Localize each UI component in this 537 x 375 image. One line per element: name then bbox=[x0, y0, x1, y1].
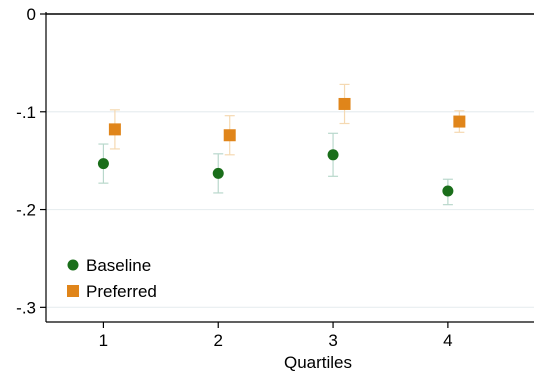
x-tick-label: 4 bbox=[443, 331, 452, 350]
y-tick-label: -.3 bbox=[16, 298, 36, 317]
x-axis-title: Quartiles bbox=[284, 353, 352, 372]
axes bbox=[40, 12, 534, 328]
y-tick-label: -.2 bbox=[16, 201, 36, 220]
y-tick-label: 0 bbox=[27, 5, 36, 24]
legend-label-baseline: Baseline bbox=[86, 256, 151, 275]
y-tick-label: -.1 bbox=[16, 103, 36, 122]
gridlines bbox=[46, 111, 534, 308]
x-tick-label: 3 bbox=[328, 331, 337, 350]
data-markers bbox=[97, 97, 466, 197]
legend-marker-baseline bbox=[67, 259, 79, 271]
x-tick-label: 1 bbox=[99, 331, 108, 350]
legend-label-preferred: Preferred bbox=[86, 282, 157, 301]
data-point-baseline bbox=[212, 167, 224, 179]
legend-marker-preferred bbox=[67, 285, 79, 297]
data-point-baseline bbox=[442, 185, 454, 197]
data-point-preferred bbox=[453, 115, 466, 128]
data-point-baseline bbox=[327, 149, 339, 161]
data-point-preferred bbox=[108, 123, 121, 136]
data-point-baseline bbox=[97, 158, 109, 170]
data-point-preferred bbox=[223, 129, 236, 142]
x-tick-label: 2 bbox=[214, 331, 223, 350]
tick-labels: 0 -.1 -.2 -.3 1 2 3 4 bbox=[16, 5, 452, 350]
legend: Baseline Preferred bbox=[67, 256, 157, 301]
data-point-preferred bbox=[338, 97, 351, 110]
